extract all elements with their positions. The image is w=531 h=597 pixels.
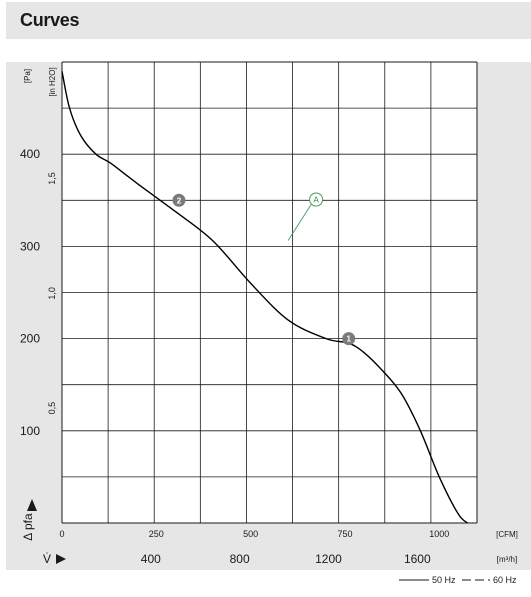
marker-circle bbox=[342, 332, 356, 346]
legend: 50 Hz 60 Hz bbox=[399, 575, 517, 585]
markers-group: 1 2 A bbox=[172, 192, 356, 346]
y-tick-labels-secondary: 0,5 1,0 1,5 bbox=[47, 172, 57, 414]
series-line bbox=[61, 71, 469, 524]
x-tick-label: 0 bbox=[59, 529, 64, 539]
marker-label: A bbox=[313, 195, 319, 204]
x-unit-label: [CFM] bbox=[496, 530, 518, 539]
x-tick-label-secondary: 800 bbox=[230, 552, 250, 566]
marker-label: 2 bbox=[177, 196, 182, 205]
y-unit-label: [Pa] bbox=[23, 69, 32, 83]
y-tick-label-secondary: 0,5 bbox=[47, 402, 57, 415]
y-axis-title: Δ pfa bbox=[21, 513, 35, 541]
y-tick-label: 100 bbox=[20, 424, 40, 438]
x-unit-label-secondary: [m³/h] bbox=[497, 555, 517, 564]
x-tick-label: 250 bbox=[149, 529, 164, 539]
page-title: Curves bbox=[20, 10, 80, 30]
legend-label: 60 Hz bbox=[493, 575, 517, 585]
y-tick-label: 200 bbox=[20, 332, 40, 346]
series-group bbox=[61, 71, 469, 524]
x-arrow-icon bbox=[56, 554, 66, 564]
x-tick-label: 750 bbox=[337, 529, 352, 539]
y-tick-label: 400 bbox=[20, 147, 40, 161]
marker-leader-line bbox=[287, 204, 312, 241]
x-tick-label-secondary: 1200 bbox=[315, 552, 342, 566]
y-arrow-icon bbox=[27, 499, 37, 511]
x-axis-title: V̇ bbox=[43, 552, 51, 566]
marker-label: 1 bbox=[347, 335, 352, 344]
x-tick-label-secondary: 400 bbox=[141, 552, 161, 566]
y-tick-label-secondary: 1,0 bbox=[47, 287, 57, 300]
legend-label: 50 Hz bbox=[432, 575, 456, 585]
y-unit-label-secondary: [in H2O] bbox=[48, 67, 57, 96]
x-tick-label: 500 bbox=[243, 529, 258, 539]
y-tick-labels: 100 200 300 400 bbox=[20, 147, 40, 438]
y-tick-label-secondary: 1,5 bbox=[47, 172, 57, 185]
x-tick-labels-secondary: 400 800 1200 1600 bbox=[141, 552, 431, 566]
y-tick-label: 300 bbox=[20, 239, 40, 253]
x-tick-labels: 0 250 500 750 1000 bbox=[59, 529, 449, 539]
header-bar: Curves bbox=[6, 2, 531, 39]
marker-a-circle bbox=[309, 192, 324, 207]
axis-labels: [Pa] [in H2O] [CFM] [m³/h] Δ pfa V̇ bbox=[21, 67, 518, 566]
grid bbox=[61, 61, 478, 524]
x-tick-label-secondary: 1600 bbox=[404, 552, 431, 566]
marker-circle bbox=[172, 193, 186, 207]
x-tick-label: 1000 bbox=[429, 529, 449, 539]
